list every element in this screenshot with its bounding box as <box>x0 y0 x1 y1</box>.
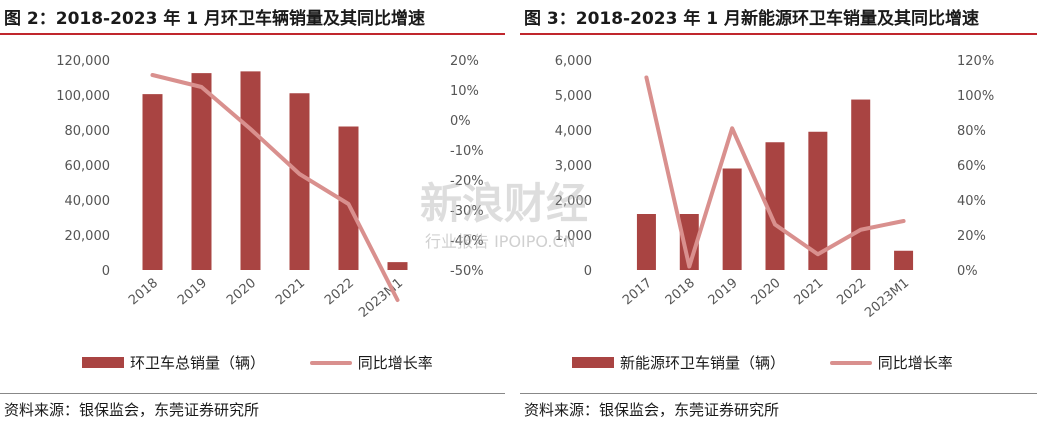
y-tick-label: 40,000 <box>65 194 111 209</box>
bar <box>636 214 656 270</box>
chart-legend: 新能源环卫车销量（辆） 同比增长率 <box>572 352 953 373</box>
bar <box>722 168 742 270</box>
x-tick-label: 2023M1 <box>862 276 912 321</box>
x-tick-label: 2020 <box>224 276 259 309</box>
y2-tick-label: -30% <box>450 204 484 219</box>
x-tick-label: 2018 <box>663 276 698 309</box>
y2-tick-label: 20% <box>450 54 479 69</box>
y2-tick-label: 0% <box>957 264 978 279</box>
y2-tick-label: 120% <box>957 54 994 69</box>
chart-svg-right: 0 1,000 2,000 3,000 4,000 5,000 6,000 0% 20% 40% 6… <box>555 54 994 321</box>
x-tick-label: 2022 <box>834 276 869 309</box>
source-note: 资料来源：银保监会，东莞证券研究所 <box>4 401 260 419</box>
bar <box>240 71 261 270</box>
y2-tick-label: 20% <box>957 229 986 244</box>
bar <box>387 262 408 270</box>
y-tick-label: 80,000 <box>65 124 111 139</box>
y2-tick-label: -40% <box>450 234 484 249</box>
bar <box>808 131 828 270</box>
legend-bar-label: 环卫车总销量（辆） <box>130 354 266 372</box>
y2-tick-label: 80% <box>957 124 986 139</box>
y-tick-label: 1,000 <box>555 229 592 244</box>
x-tick-label: 2018 <box>126 276 161 309</box>
x-tick-label: 2020 <box>749 276 784 309</box>
legend-bar-swatch <box>572 357 614 368</box>
chart-svg-left: 0 20,000 40,000 60,000 80,000 100,000 120,000 -… <box>56 54 484 321</box>
y-tick-label: 100,000 <box>56 89 110 104</box>
title-divider <box>520 33 1037 35</box>
y-tick-label: 120,000 <box>56 54 110 69</box>
chart-panel-right: 图 3：2018-2023 年 1 月新能源环卫车销量及其同比增速 0 1,000… <box>520 0 1037 427</box>
chart-title: 图 3：2018-2023 年 1 月新能源环卫车销量及其同比增速 <box>524 9 980 29</box>
x-tick-label: 2022 <box>322 276 357 309</box>
y-tick-label: 60,000 <box>65 159 111 174</box>
y2-tick-label: 10% <box>450 84 479 99</box>
title-divider <box>0 33 505 35</box>
y2-tick-label: 60% <box>957 159 986 174</box>
source-divider <box>0 393 505 394</box>
legend-bar-swatch <box>82 357 124 368</box>
y-tick-label: 5,000 <box>555 89 592 104</box>
source-note: 资料来源：银保监会，东莞证券研究所 <box>524 401 780 419</box>
y2-tick-label: -50% <box>450 264 484 279</box>
legend-line-label: 同比增长率 <box>877 354 953 372</box>
watermark-logo: 新浪财经 <box>420 179 589 228</box>
legend-bar-label: 新能源环卫车销量（辆） <box>620 354 786 372</box>
legend-line-swatch <box>829 360 872 365</box>
y-tick-label: 0 <box>584 264 592 279</box>
legend-line-swatch <box>309 360 352 365</box>
y-tick-label: 4,000 <box>555 124 592 139</box>
x-tick-label: 2021 <box>791 276 826 309</box>
source-divider <box>520 393 1037 394</box>
x-tick-label: 2019 <box>175 276 210 309</box>
x-tick-label: 2019 <box>706 276 741 309</box>
y-tick-label: 20,000 <box>65 229 111 244</box>
bar <box>142 94 163 270</box>
bar <box>765 142 785 270</box>
bar <box>191 73 212 270</box>
y-tick-label: 3,000 <box>555 159 592 174</box>
y-tick-label: 2,000 <box>555 194 592 209</box>
growth-line <box>150 73 400 302</box>
bar <box>894 250 914 270</box>
y-tick-label: 0 <box>102 264 110 279</box>
chart-legend: 环卫车总销量（辆） 同比增长率 <box>82 352 433 373</box>
chart-title: 图 2：2018-2023 年 1 月环卫车辆销量及其同比增速 <box>4 9 426 29</box>
y2-tick-label: 0% <box>450 114 471 129</box>
y2-tick-label: 40% <box>957 194 986 209</box>
y2-tick-label: 100% <box>957 89 994 104</box>
bar <box>338 126 359 270</box>
chart-panel-left: 图 2：2018-2023 年 1 月环卫车辆销量及其同比增速 0 20,000 4… <box>0 0 505 427</box>
watermark-text: 行业报告 IPOIPO.CN <box>425 232 576 251</box>
x-tick-label: 2017 <box>620 276 655 309</box>
y2-tick-label: -20% <box>450 174 484 189</box>
y2-tick-label: -10% <box>450 144 484 159</box>
x-tick-label: 2021 <box>273 276 308 309</box>
y-tick-label: 6,000 <box>555 54 592 69</box>
bar <box>851 99 871 270</box>
bar <box>289 93 310 270</box>
legend-line-label: 同比增长率 <box>357 354 433 372</box>
